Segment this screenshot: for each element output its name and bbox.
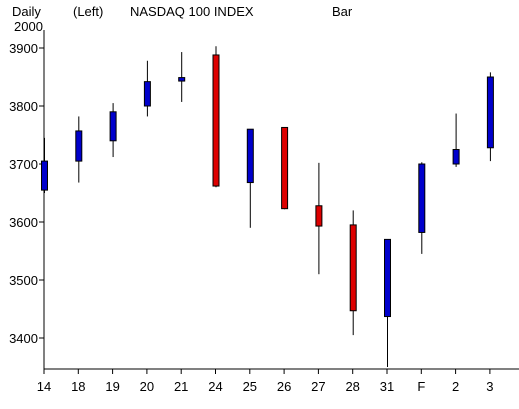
candle-body <box>212 54 220 187</box>
candle-body <box>418 163 426 233</box>
x-tick-label: 20 <box>140 379 154 394</box>
candle <box>384 238 391 367</box>
candle <box>349 210 357 336</box>
y-tick-label: 3900 <box>9 41 38 56</box>
chart-title: NASDAQ 100 INDEX <box>130 4 254 19</box>
candle <box>452 113 460 167</box>
y-tick-label: 3400 <box>9 331 38 346</box>
candle-body <box>486 76 494 149</box>
y-axis-ticks: 3400 3500 3600 3700 3800 3900 <box>9 41 44 346</box>
candlestick-series <box>41 46 494 367</box>
candle <box>246 128 254 228</box>
x-tick-label: 19 <box>105 379 119 394</box>
candle <box>418 162 426 254</box>
candle <box>212 46 220 188</box>
candle <box>143 60 151 117</box>
candle <box>41 137 48 193</box>
candle-body <box>452 149 460 165</box>
chart-style-label: Bar <box>332 4 353 19</box>
y-tick-label: 3800 <box>9 99 38 114</box>
candle-body <box>315 205 323 227</box>
candle <box>178 52 186 102</box>
x-tick-label: 28 <box>345 379 359 394</box>
candle <box>281 126 289 210</box>
candle-body <box>246 128 254 184</box>
x-tick-label: 2 <box>452 379 459 394</box>
year-label: 2000 <box>14 19 43 34</box>
candle-body <box>143 81 151 107</box>
candle-body <box>384 238 391 318</box>
x-tick-label: 27 <box>311 379 325 394</box>
x-tick-label: 21 <box>174 379 188 394</box>
x-axis-ticks: 14 18 19 20 21 24 25 26 27 28 31 F 2 3 <box>37 369 494 394</box>
x-tick-label: 24 <box>208 379 222 394</box>
axis-side-label: (Left) <box>73 4 104 19</box>
candle-body <box>41 160 48 191</box>
y-tick-label: 3500 <box>9 273 38 288</box>
candle <box>486 72 494 162</box>
candle-body <box>75 130 83 162</box>
y-tick-label: 3700 <box>9 157 38 172</box>
candle-body <box>178 77 186 82</box>
x-tick-label: 3 <box>486 379 493 394</box>
candle <box>109 103 117 158</box>
candle-body <box>109 111 117 142</box>
x-tick-label: F <box>417 379 425 394</box>
x-tick-label: 31 <box>380 379 394 394</box>
x-tick-label: 26 <box>277 379 291 394</box>
x-tick-label: 18 <box>71 379 85 394</box>
period-label: Daily <box>12 4 41 19</box>
candle <box>315 162 323 275</box>
candle-body <box>349 224 357 312</box>
y-tick-label: 3600 <box>9 215 38 230</box>
candle <box>75 116 83 183</box>
chart-axes <box>43 30 519 370</box>
x-tick-label: 14 <box>37 379 51 394</box>
x-tick-label: 25 <box>243 379 257 394</box>
candle-body <box>281 126 289 210</box>
